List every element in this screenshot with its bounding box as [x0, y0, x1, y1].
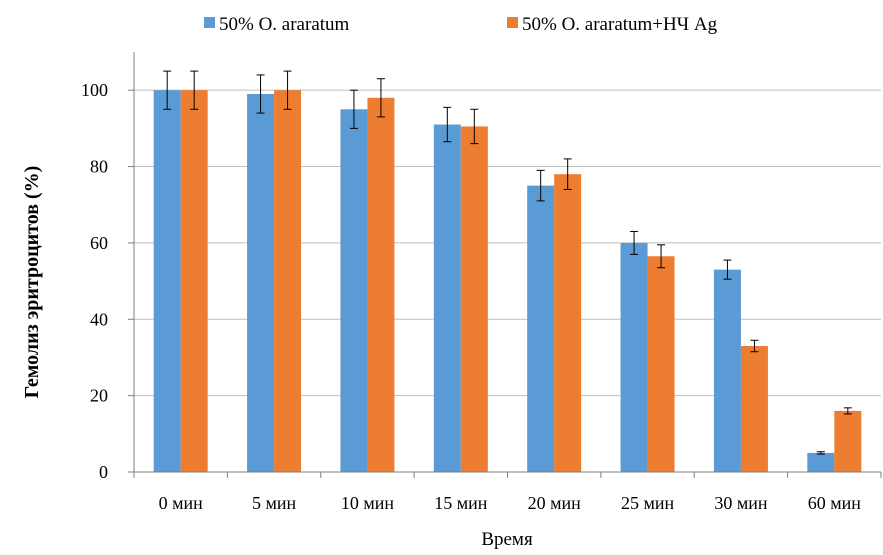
error-bar	[163, 70, 172, 110]
error-bar	[443, 106, 452, 143]
x-axis-title: Время	[481, 529, 533, 550]
error-bar	[536, 169, 545, 202]
y-tick-label: 80	[90, 157, 108, 177]
bar-series-1	[340, 109, 368, 472]
bar-series-2	[180, 90, 208, 472]
legend: 50% O. araratum 50% O. araratum+НЧ Ag	[204, 14, 718, 35]
bar-series-2	[274, 90, 302, 472]
legend-label-series-1: 50% O. araratum	[219, 14, 350, 35]
error-bar	[750, 339, 759, 353]
y-tick-label: 60	[90, 233, 108, 253]
error-bar	[816, 451, 825, 455]
bars	[153, 90, 862, 473]
y-tick-label: 40	[90, 309, 108, 329]
x-tick-label: 15 мин	[434, 493, 488, 513]
bar-series-2	[647, 256, 675, 472]
x-tick-labels: 0 мин 5 мин 10 мин 15 мин 20 мин 25 мин 30 мин…	[159, 493, 862, 513]
y-tick-label: 0	[99, 462, 108, 482]
x-tick-label: 5 мин	[252, 493, 297, 513]
error-bar	[190, 70, 199, 110]
bar-series-2	[834, 410, 862, 472]
gridlines	[134, 89, 881, 397]
error-bar	[657, 244, 666, 269]
error-bar	[563, 158, 572, 190]
error-bars	[163, 70, 852, 455]
legend-swatch-series-1	[204, 17, 215, 28]
error-bar	[256, 74, 265, 114]
x-tick-label: 25 мин	[621, 493, 675, 513]
bar-series-1	[620, 242, 648, 472]
x-tick-label: 30 мин	[714, 493, 768, 513]
bar-series-2	[554, 174, 582, 472]
error-bar	[349, 89, 358, 129]
error-bar	[723, 259, 732, 280]
x-tick-label: 20 мин	[528, 493, 582, 513]
y-axis-title: Гемолиз эритроцитов (%)	[21, 166, 43, 399]
legend-label-series-2: 50% O. araratum+НЧ Ag	[522, 14, 718, 35]
bar-series-2	[460, 126, 488, 473]
y-tick-labels: 0 20 40 60 80 100	[81, 80, 108, 482]
bar-series-1	[433, 124, 461, 472]
bar-series-2	[740, 346, 768, 472]
axes	[128, 52, 882, 478]
bar-series-2	[367, 97, 395, 473]
bar-series-1	[527, 185, 555, 473]
y-tick-label: 20	[90, 386, 108, 406]
bar-series-1	[713, 269, 741, 472]
error-bar	[470, 108, 479, 145]
error-bar	[376, 78, 385, 118]
bar-series-1	[247, 94, 275, 472]
x-tick-label: 10 мин	[341, 493, 395, 513]
error-bar	[630, 230, 639, 255]
x-tick-label: 0 мин	[159, 493, 204, 513]
error-bar	[843, 407, 852, 415]
bar-series-1	[807, 452, 835, 472]
x-tick-label: 60 мин	[808, 493, 862, 513]
legend-swatch-series-2	[507, 17, 518, 28]
bar-series-1	[153, 90, 181, 472]
y-tick-label: 100	[81, 80, 108, 100]
error-bar	[283, 70, 292, 110]
